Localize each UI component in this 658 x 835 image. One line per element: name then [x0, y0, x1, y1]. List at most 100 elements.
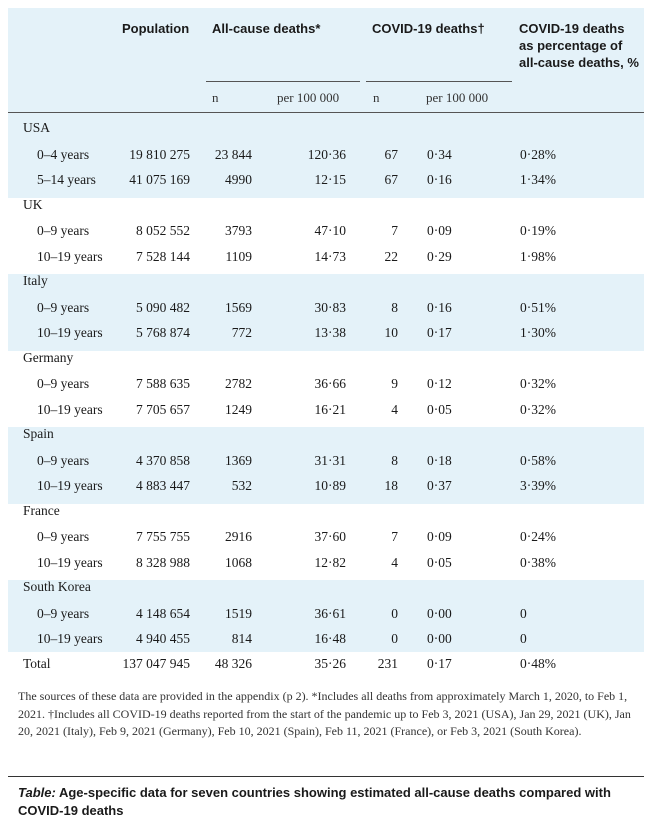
covid-n-cell: 67 [384, 172, 399, 187]
pct-cell: 3·39% [520, 478, 556, 493]
covid-rate-cell: 0·17 [427, 325, 452, 340]
pct-cell: 0·32% [520, 401, 556, 417]
pct-cell: 0·58% [520, 452, 556, 468]
covid-n-cell: 9 [391, 376, 398, 391]
table-caption: Table: Age-specific data for seven count… [18, 784, 638, 820]
header-all-cause-deaths: All-cause deaths* [212, 21, 321, 36]
pct-cell: 1·34% [520, 172, 556, 187]
country-label: UK [23, 196, 43, 212]
pct-cell: 0 [520, 631, 527, 646]
population-cell: 4 370 858 [136, 452, 190, 468]
all-cause-n-cell: 2782 [225, 376, 252, 391]
population-cell: 4 940 455 [136, 631, 190, 646]
pct-cell: 1·30% [520, 325, 556, 340]
covid-n-cell: 4 [391, 401, 398, 417]
total-label: Total [23, 655, 51, 671]
caption-text: Age-specific data for seven countries sh… [18, 785, 611, 818]
all-cause-n-cell: 1249 [225, 401, 252, 417]
age-group-cell: 5–14 years [37, 172, 96, 187]
all-cause-n-cell: 1519 [225, 605, 252, 621]
age-group-cell: 10–19 years [37, 248, 103, 264]
country-label: South Korea [23, 579, 91, 594]
row-band [8, 197, 644, 274]
all-cause-n-cell: 23 844 [214, 146, 252, 162]
age-group-cell: 0–9 years [37, 223, 90, 238]
total-all-cause-rate-cell: 35·26 [314, 655, 347, 671]
covid-n-cell: 8 [391, 299, 398, 315]
all-cause-rate-cell: 120·36 [307, 146, 346, 162]
all-cause-header-rule [206, 81, 360, 82]
population-cell: 4 148 654 [136, 605, 190, 621]
covid-rate-cell: 0·09 [427, 529, 452, 544]
country-label: Germany [23, 349, 74, 365]
pct-cell: 0 [520, 605, 527, 621]
all-cause-rate-cell: 10·89 [314, 478, 347, 493]
caption-rule [8, 776, 644, 777]
all-cause-n-cell: 1068 [225, 554, 252, 570]
all-cause-n-cell: 1369 [225, 452, 252, 468]
pct-cell: 0·38% [520, 554, 556, 570]
population-cell: 7 755 755 [136, 529, 190, 544]
covid-n-cell: 7 [391, 223, 398, 238]
age-group-cell: 0–9 years [37, 529, 90, 544]
country-label: France [23, 502, 60, 518]
all-cause-rate-cell: 36·61 [314, 605, 347, 621]
covid-n-cell: 18 [384, 478, 399, 493]
age-group-cell: 10–19 years [37, 631, 103, 646]
age-group-cell: 0–4 years [37, 146, 90, 162]
population-cell: 7 528 144 [136, 248, 190, 264]
population-cell: 8 052 552 [136, 223, 190, 238]
pct-cell: 0·28% [520, 146, 556, 162]
header-pct-line-2: as percentage of [519, 38, 623, 53]
total-population-cell: 137 047 945 [122, 655, 191, 671]
all-cause-n-cell: 4990 [225, 172, 252, 187]
age-group-cell: 0–9 years [37, 376, 90, 391]
all-cause-n-cell: 1569 [225, 299, 252, 315]
age-group-cell: 0–9 years [37, 605, 90, 621]
all-cause-n-cell: 3793 [225, 223, 252, 238]
table-footnote: The sources of these data are provided i… [18, 689, 631, 738]
age-group-cell: 10–19 years [37, 325, 103, 340]
all-cause-rate-cell: 47·10 [314, 223, 347, 238]
age-group-cell: 10–19 years [37, 478, 103, 493]
all-cause-rate-cell: 31·31 [314, 452, 347, 468]
covid-rate-cell: 0·12 [427, 376, 452, 391]
pct-cell: 0·32% [520, 376, 556, 391]
caption-label: Table: [18, 785, 56, 800]
covid-n-cell: 0 [391, 605, 398, 621]
header-covid-deaths: COVID-19 deaths† [372, 21, 485, 36]
covid-n-cell: 7 [391, 529, 398, 544]
covid-rate-cell: 0·05 [427, 401, 452, 417]
covid-n-cell: 4 [391, 554, 398, 570]
all-cause-rate-cell: 12·15 [314, 172, 347, 187]
covid-rate-cell: 0·18 [427, 452, 452, 468]
subheader-all-rate: per 100 000 [277, 90, 340, 105]
covid-rate-cell: 0·00 [427, 631, 452, 646]
population-cell: 19 810 275 [129, 146, 190, 162]
all-cause-n-cell: 772 [231, 325, 252, 340]
age-group-cell: 10–19 years [37, 554, 103, 570]
all-cause-rate-cell: 16·21 [314, 401, 347, 417]
country-label: USA [23, 120, 51, 135]
all-cause-rate-cell: 16·48 [314, 631, 347, 646]
covid-n-cell: 67 [384, 146, 399, 162]
covid-rate-cell: 0·05 [427, 554, 452, 570]
covid-n-cell: 22 [384, 248, 399, 264]
covid-rate-cell: 0·16 [427, 172, 452, 187]
country-label: Spain [23, 426, 54, 441]
pct-cell: 0·19% [520, 223, 556, 238]
all-cause-n-cell: 1109 [225, 248, 253, 264]
age-group-cell: 10–19 years [37, 401, 103, 417]
total-band [8, 651, 644, 676]
all-cause-n-cell: 532 [231, 478, 252, 493]
all-cause-rate-cell: 13·38 [314, 325, 347, 340]
population-cell: 5 090 482 [136, 299, 190, 315]
pct-cell: 1·98% [520, 248, 556, 264]
covid-rate-cell: 0·16 [427, 299, 452, 315]
all-cause-rate-cell: 30·83 [314, 299, 347, 315]
covid-rate-cell: 0·34 [427, 146, 452, 162]
all-cause-rate-cell: 37·60 [314, 529, 347, 544]
subheader-all-n: n [212, 90, 219, 105]
all-cause-n-cell: 2916 [225, 529, 252, 544]
